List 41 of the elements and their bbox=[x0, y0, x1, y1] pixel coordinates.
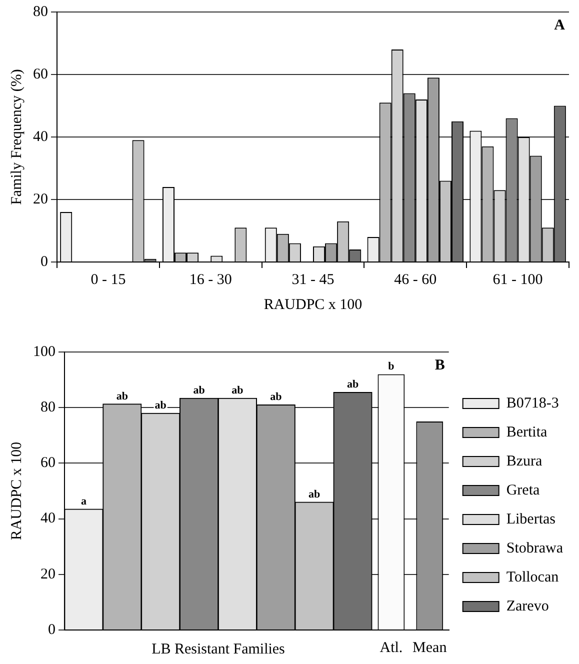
legend-label: Bzura bbox=[506, 453, 543, 470]
y-axis-title: Family Frequency (%) bbox=[8, 69, 25, 205]
data-label: ab bbox=[154, 400, 166, 412]
x-tick-label: 0 - 15 bbox=[90, 272, 126, 288]
legend-label: Tollocan bbox=[506, 569, 560, 586]
y-tick-label: 80 bbox=[40, 400, 56, 416]
x-tick-label: 31 - 45 bbox=[292, 272, 334, 288]
data-label: ab bbox=[193, 384, 205, 396]
y-tick-label: 60 bbox=[33, 66, 48, 82]
y-tick-label: 0 bbox=[48, 622, 56, 638]
y-tick-label: 100 bbox=[33, 344, 56, 360]
data-label: ab bbox=[308, 488, 320, 500]
y-tick-label: 40 bbox=[33, 128, 48, 145]
data-label: ab bbox=[346, 378, 359, 391]
legend-label: Bertita bbox=[506, 424, 548, 440]
x-tick-label: 16 - 30 bbox=[189, 272, 232, 288]
annotation: B bbox=[434, 357, 445, 374]
y-tick-label: 20 bbox=[40, 566, 56, 582]
x-axis-title: RAUDPC x 100 bbox=[264, 296, 362, 313]
y-tick-label: 80 bbox=[33, 4, 48, 20]
x-tick-label: 46 - 60 bbox=[394, 272, 437, 288]
annotation: A bbox=[554, 17, 566, 34]
data-label: ab bbox=[232, 384, 244, 396]
y-tick-label: 0 bbox=[40, 254, 48, 270]
data-label: a bbox=[80, 495, 87, 508]
data-label: b bbox=[388, 360, 394, 373]
data-label: ab bbox=[270, 391, 282, 404]
y-axis-title: RAUDPC x 100 bbox=[8, 442, 25, 540]
data-label: ab bbox=[116, 390, 128, 402]
legend-label: B0718-3 bbox=[506, 395, 559, 412]
y-tick-label: 40 bbox=[40, 510, 56, 527]
legend-label: Libertas bbox=[506, 511, 556, 528]
x-tick-label: 61 - 100 bbox=[492, 272, 543, 288]
legend-label: Stobrawa bbox=[506, 540, 564, 556]
legend-label: Zarevo bbox=[506, 598, 549, 614]
legend-label: Greta bbox=[506, 482, 540, 498]
y-tick-label: 20 bbox=[33, 191, 48, 208]
x-tick-label: Mean bbox=[412, 640, 448, 656]
text: LB Resistant Families bbox=[152, 641, 286, 658]
x-tick-label: Atl. bbox=[380, 640, 403, 656]
y-tick-label: 60 bbox=[40, 455, 56, 472]
